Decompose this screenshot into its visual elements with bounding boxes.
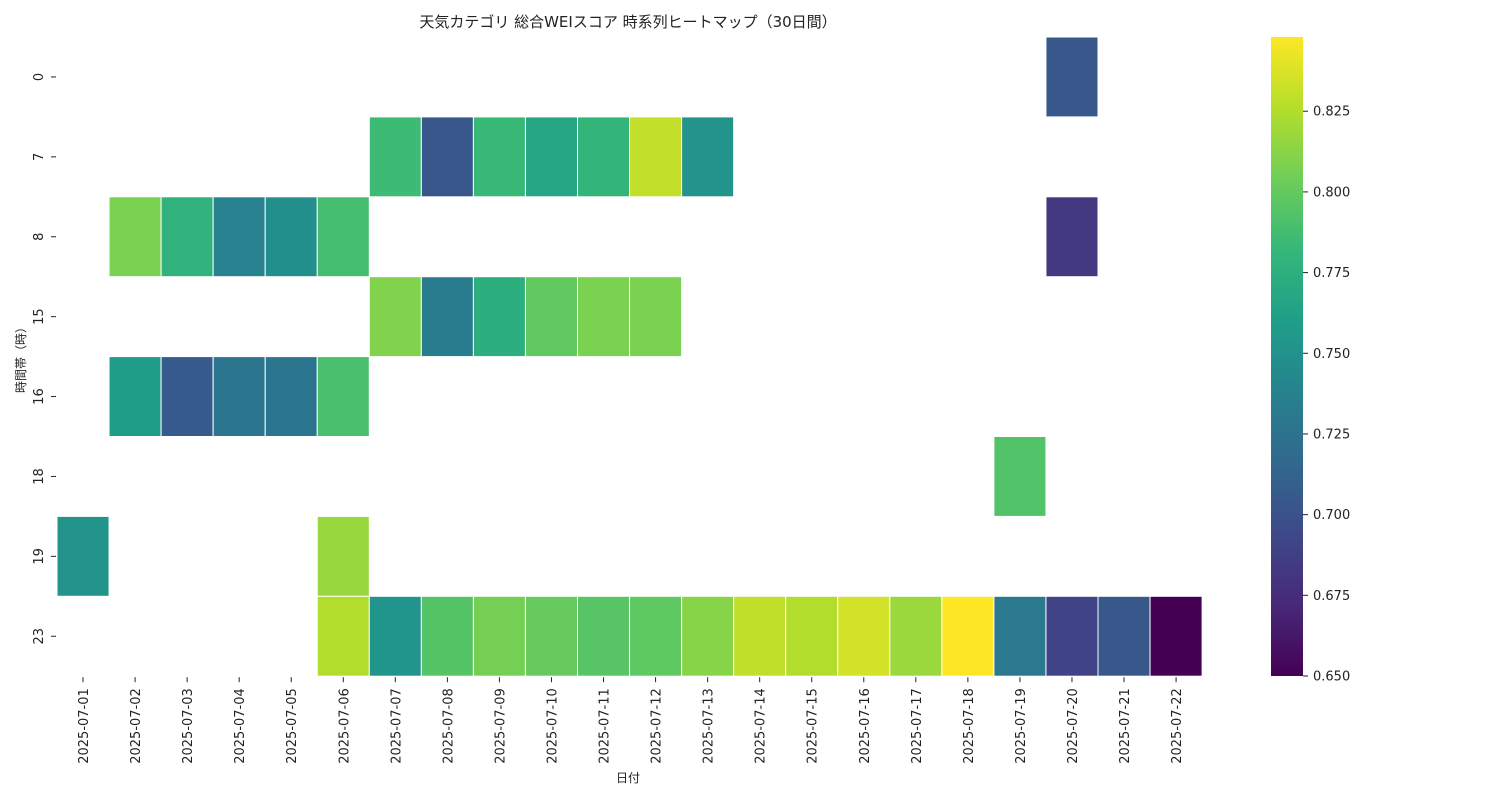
x-tick-label: 2025-07-14 [754, 688, 769, 764]
heatmap-cell [1097, 595, 1151, 677]
heatmap-cell [629, 276, 683, 358]
heatmap-cell [681, 116, 735, 198]
y-tick-label: 8 [32, 233, 47, 241]
heatmap-cell [420, 595, 474, 677]
colorbar-tick-label: 0.775 [1313, 266, 1350, 281]
x-tick-label: 2025-07-21 [1118, 688, 1133, 764]
colorbar-tick-label: 0.700 [1313, 508, 1350, 523]
y-tick-label: 16 [32, 388, 47, 405]
x-axis-label: 日付 [616, 771, 640, 785]
x-tick-label: 2025-07-19 [1014, 688, 1029, 764]
heatmap-cell [472, 276, 526, 358]
heatmap-cell [733, 595, 787, 677]
heatmap-cell [368, 276, 422, 358]
heatmap-cell [1045, 595, 1099, 677]
heatmap-cell [577, 116, 631, 198]
heatmap-cell [264, 196, 318, 278]
heatmap-cell [420, 116, 474, 198]
heatmap-cell [368, 595, 422, 677]
x-tick-label: 2025-07-17 [910, 688, 925, 764]
colorbar-tick-label: 0.825 [1313, 105, 1350, 120]
y-tick-label: 0 [32, 73, 47, 81]
x-tick-label: 2025-07-11 [598, 688, 613, 764]
y-axis: 0 7 8 15 16 18 19 23 [32, 73, 56, 645]
x-tick-label: 2025-07-03 [181, 688, 196, 764]
x-tick-label: 2025-07-07 [389, 688, 404, 764]
chart-title: 天気カテゴリ 総合WEIスコア 時系列ヒートマップ（30日間） [419, 13, 836, 31]
heatmap-cell [316, 595, 370, 677]
heatmap-cell [472, 595, 526, 677]
colorbar-tick-label: 0.750 [1313, 347, 1350, 362]
heatmap-cell [160, 356, 214, 438]
colorbar-tick-label: 0.650 [1313, 670, 1350, 685]
heatmap-cell [316, 196, 370, 278]
y-axis-label: 時間帯（時） [14, 321, 28, 393]
x-tick-label: 2025-07-08 [441, 688, 456, 764]
heatmap-cell [524, 116, 579, 198]
y-tick-label: 23 [32, 628, 47, 645]
heatmap-cell [889, 595, 943, 677]
heatmap-cell [368, 116, 422, 198]
x-tick-label: 2025-07-18 [962, 688, 977, 764]
x-tick-label: 2025-07-15 [806, 688, 821, 764]
colorbar-gradient [1271, 37, 1303, 676]
y-tick-label: 18 [32, 468, 47, 485]
x-tick-label: 2025-07-02 [129, 688, 144, 764]
heatmap-cell [212, 196, 266, 278]
x-tick-label: 2025-07-12 [650, 688, 665, 764]
x-tick-label: 2025-07-20 [1066, 688, 1081, 764]
x-tick-label: 2025-07-09 [493, 688, 508, 764]
x-tick-label: 2025-07-05 [285, 688, 300, 764]
heatmap-cell [1149, 595, 1203, 677]
x-tick-label: 2025-07-13 [702, 688, 717, 764]
heatmap-cell [420, 276, 474, 358]
heatmap-cell [681, 595, 735, 677]
heatmap-cell [108, 356, 162, 438]
x-tick-label: 2025-07-04 [233, 688, 248, 764]
x-tick-label: 2025-07-16 [858, 688, 873, 764]
heatmap-cell [108, 196, 162, 278]
heatmap-cell [837, 595, 891, 677]
heatmap-cells [56, 36, 1203, 677]
heatmap-cell [993, 436, 1047, 517]
x-tick-label: 2025-07-01 [77, 688, 92, 764]
heatmap-cell [629, 116, 683, 198]
heatmap-cell [316, 356, 370, 438]
heatmap-cell [993, 595, 1047, 677]
heatmap-cell [524, 595, 579, 677]
y-tick-label: 15 [32, 308, 47, 325]
heatmap-cell [1045, 196, 1099, 278]
y-tick-label: 19 [32, 548, 47, 565]
heatmap-cell [629, 595, 683, 677]
colorbar-tick-label: 0.800 [1313, 185, 1350, 200]
heatmap-cell [785, 595, 839, 677]
x-tick-label: 2025-07-10 [545, 688, 560, 764]
x-axis: 2025-07-01 2025-07-02 2025-07-03 2025-07-04… [77, 677, 1185, 764]
x-tick-label: 2025-07-06 [337, 688, 352, 764]
colorbar-tick-label: 0.725 [1313, 427, 1350, 442]
heatmap-cell [160, 196, 214, 278]
x-tick-label: 2025-07-22 [1170, 688, 1185, 764]
colorbar: 0.650 0.675 0.700 0.725 0.750 0.775 0.800 0.825 [1271, 37, 1350, 685]
heatmap-cell [316, 515, 370, 597]
heatmap-cell [472, 116, 526, 198]
heatmap-cell [941, 595, 995, 677]
heatmap-cell [524, 276, 579, 358]
heatmap-cell [212, 356, 266, 438]
y-tick-label: 7 [32, 153, 47, 161]
heatmap-cell [264, 356, 318, 438]
heatmap-cell [1045, 36, 1099, 118]
heatmap-cell [577, 276, 631, 358]
colorbar-tick-label: 0.675 [1313, 589, 1350, 604]
heatmap-cell [56, 515, 110, 597]
heatmap-cell [577, 595, 631, 677]
